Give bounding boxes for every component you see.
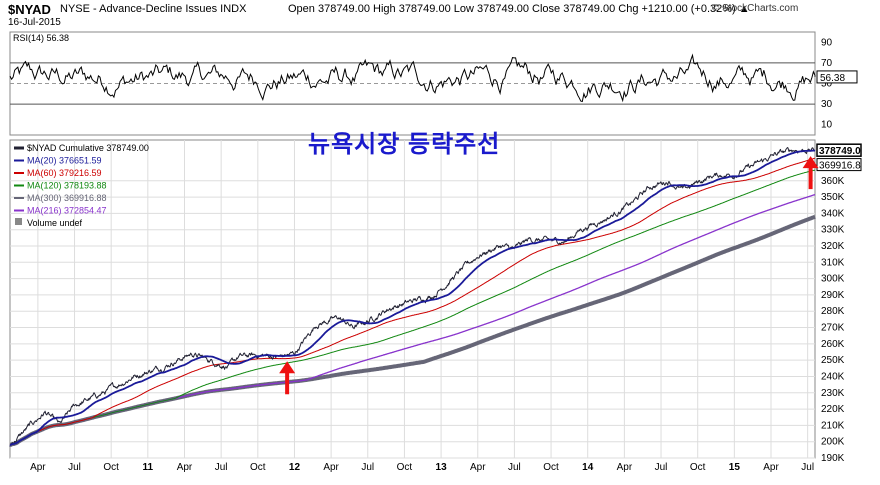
x-tick-label: Apr	[177, 462, 193, 473]
legend-entry: MA(60) 379216.59	[27, 168, 102, 178]
x-tick-label: Apr	[323, 462, 339, 473]
rsi-tick-label: 90	[821, 37, 833, 48]
price-tag-value: 378749.0	[819, 146, 861, 157]
rsi-title: RSI(14) 56.38	[13, 33, 69, 43]
rsi-panel: 10 30 50 70 90 56.38 RSI(14) 56.38	[9, 31, 858, 136]
rsi-tick-label: 30	[821, 99, 833, 110]
x-tick-label: 14	[582, 462, 594, 473]
ohlc-readout: Open 378749.00 High 378749.00 Low 378749…	[288, 3, 750, 15]
x-tick-label: Jul	[508, 462, 521, 473]
ma60-line	[9, 157, 816, 446]
x-tick-label: 11	[143, 462, 154, 473]
ma120-line	[9, 169, 816, 446]
price-tick-label: 200K	[821, 437, 845, 448]
legend-volume-swatch	[15, 218, 22, 225]
x-tick-label: Jul	[801, 462, 814, 473]
x-tick-label: 13	[436, 462, 448, 473]
price-tick-label: 210K	[821, 420, 845, 431]
legend-entry: MA(216) 372854.47	[27, 206, 107, 216]
symbol-label: $NYAD	[8, 2, 51, 17]
red-arrow-shaft	[285, 372, 290, 395]
price-tick-label: 310K	[821, 257, 845, 268]
chart-legend: $NYAD Cumulative 378749.00 MA(20) 376651.…	[14, 143, 149, 228]
red-arrow	[802, 156, 819, 190]
rsi-tick-label: 70	[821, 58, 833, 69]
red-arrow-shaft	[808, 167, 813, 190]
legend-entry: MA(300) 369916.88	[27, 193, 107, 203]
symbol-name: NYSE - Advance-Decline Issues INDX	[60, 3, 247, 15]
chart-annotation: 뉴욕시장 등락주선	[308, 131, 501, 158]
rsi-tick-label: 10	[821, 120, 833, 131]
price-tag-box	[816, 143, 862, 157]
chart-date: 16-Jul-2015	[8, 17, 61, 28]
rsi-last-value: 56.38	[820, 73, 845, 84]
price-tick-label: 240K	[821, 371, 845, 382]
x-tick-label: Jul	[655, 462, 668, 473]
x-tick-label: 12	[289, 462, 301, 473]
price-line	[9, 147, 816, 446]
ma20-line	[9, 149, 816, 446]
price-tag-value: 369916.8	[819, 161, 861, 172]
price-tick-label: 250K	[821, 355, 845, 366]
price-tick-label: 360K	[821, 176, 845, 187]
price-tick-label: 280K	[821, 306, 845, 317]
x-tick-label: Apr	[470, 462, 486, 473]
x-tick-label: Oct	[250, 462, 266, 473]
price-tick-label: 290K	[821, 290, 845, 301]
legend-entry: MA(120) 378193.88	[27, 181, 107, 191]
legend-volume: Volume undef	[27, 218, 83, 228]
legend-entry: MA(20) 376651.59	[27, 156, 102, 166]
rsi-tick-label: 50	[821, 79, 833, 90]
price-panel: 190K 200K 210K 220K 230K 240K 250K 260K 270K 280K…	[8, 139, 862, 473]
price-tick-label: 260K	[821, 339, 845, 350]
price-tag-box	[816, 158, 862, 172]
legend-entry: $NYAD Cumulative 378749.00	[27, 143, 149, 153]
x-tick-label: 15	[729, 462, 741, 473]
x-tick-label: Oct	[543, 462, 559, 473]
price-tick-label: 320K	[821, 241, 845, 252]
x-tick-label: Apr	[763, 462, 779, 473]
price-tick-label: 190K	[821, 453, 845, 464]
red-arrow-head	[279, 361, 296, 374]
x-tick-label: Jul	[361, 462, 374, 473]
price-tick-label: 230K	[821, 388, 845, 399]
price-tick-label: 300K	[821, 274, 845, 285]
x-tick-label: Apr	[30, 462, 46, 473]
x-tick-label: Apr	[617, 462, 633, 473]
price-tick-label: 270K	[821, 323, 845, 334]
red-arrow	[279, 361, 296, 395]
red-arrow-head	[802, 156, 819, 169]
x-tick-label: Oct	[690, 462, 706, 473]
price-tick-label: 220K	[821, 404, 845, 415]
x-tick-label: Jul	[68, 462, 81, 473]
x-tick-label: Oct	[103, 462, 119, 473]
brand-label: © StockCharts.com	[712, 3, 799, 14]
x-tick-label: Jul	[215, 462, 228, 473]
price-tick-label: 340K	[821, 208, 845, 219]
price-tick-label: 350K	[821, 192, 845, 203]
x-tick-label: Oct	[397, 462, 413, 473]
rsi-last-tag	[816, 70, 858, 84]
rsi-line	[9, 53, 816, 103]
price-tick-label: 330K	[821, 225, 845, 236]
